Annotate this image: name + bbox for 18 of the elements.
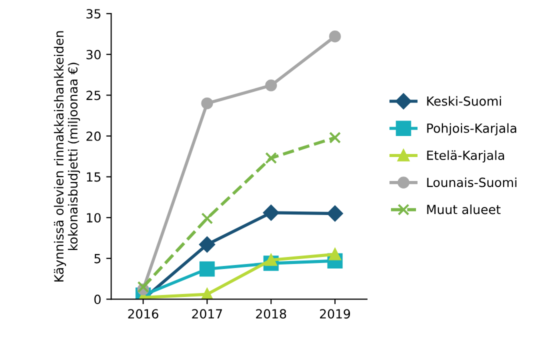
y-tick-label: 20 xyxy=(86,131,101,141)
legend-label: Keski-Suomi xyxy=(427,96,501,106)
y-tick-label: 30 xyxy=(86,50,101,60)
x-tick-label: 2016 xyxy=(128,309,158,319)
legend-label: Muut alueet xyxy=(427,204,501,214)
legend-label: Etelä-Karjala xyxy=(427,150,504,162)
x-tick-label: 2019 xyxy=(320,309,350,319)
y-tick-label: 5 xyxy=(94,254,100,264)
legend-label: Lounais-Suomi xyxy=(427,177,516,188)
x-tick-label: 2018 xyxy=(256,309,286,319)
y-tick-label: 35 xyxy=(86,9,100,19)
x-tick-label: 2017 xyxy=(192,309,222,319)
y-tick-label: 25 xyxy=(86,90,100,100)
legend-label: Pohjois-Karjala xyxy=(427,123,516,136)
y-tick-label: 15 xyxy=(86,172,100,182)
y-axis-title: Käynnissä olevien rinnakkaishankkeiden kokonaisbudjetti (miljoonaa €) xyxy=(54,31,80,282)
y-tick-label: 10 xyxy=(86,213,101,223)
y-tick-label: 0 xyxy=(94,294,101,304)
